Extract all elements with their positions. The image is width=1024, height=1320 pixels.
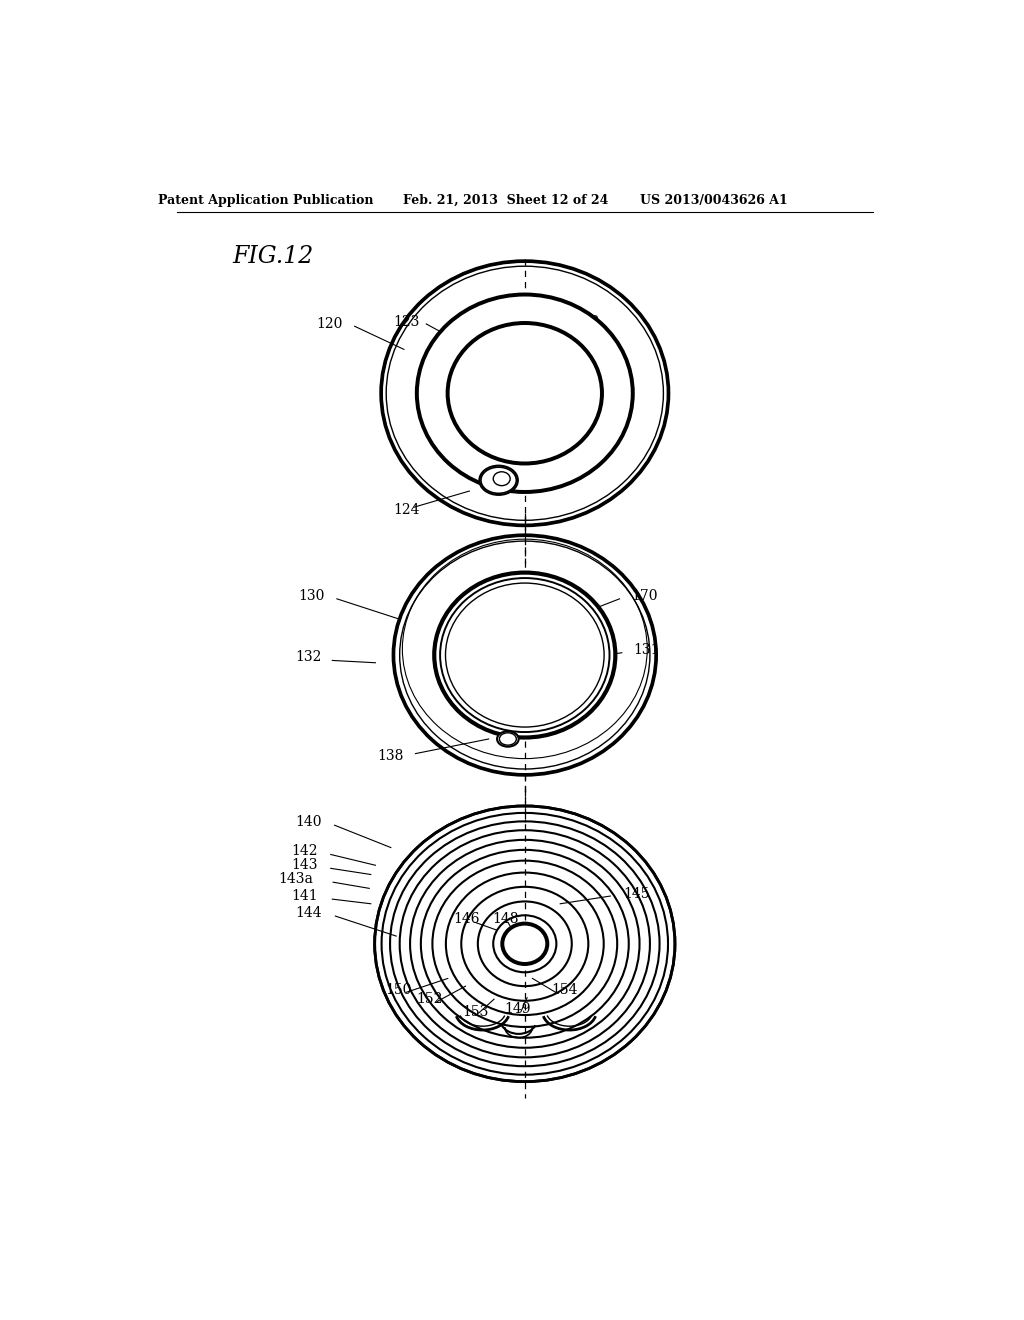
Text: 142: 142 bbox=[291, 845, 317, 858]
Ellipse shape bbox=[393, 535, 656, 775]
Text: 140: 140 bbox=[295, 816, 322, 829]
Text: 121: 121 bbox=[480, 401, 507, 416]
Ellipse shape bbox=[375, 807, 675, 1081]
Text: 144: 144 bbox=[295, 906, 322, 920]
Text: 153: 153 bbox=[462, 1005, 488, 1019]
Text: 145: 145 bbox=[624, 887, 650, 900]
Text: Patent Application Publication: Patent Application Publication bbox=[158, 194, 373, 207]
Text: 120: 120 bbox=[316, 317, 342, 331]
Text: 150: 150 bbox=[385, 983, 412, 997]
Text: 141: 141 bbox=[291, 890, 317, 903]
Ellipse shape bbox=[497, 731, 518, 747]
Text: US 2013/0043626 A1: US 2013/0043626 A1 bbox=[640, 194, 788, 207]
Text: FIG.12: FIG.12 bbox=[232, 246, 313, 268]
Text: 130: 130 bbox=[298, 589, 325, 603]
Text: 149: 149 bbox=[505, 1002, 531, 1016]
Ellipse shape bbox=[416, 294, 634, 492]
Text: 152: 152 bbox=[416, 993, 442, 1006]
Text: 143a: 143a bbox=[279, 873, 313, 886]
Ellipse shape bbox=[381, 261, 669, 525]
Text: 170: 170 bbox=[631, 589, 657, 603]
Ellipse shape bbox=[447, 322, 602, 465]
Text: 138: 138 bbox=[378, 748, 403, 763]
Text: 132: 132 bbox=[295, 651, 322, 664]
Ellipse shape bbox=[502, 923, 548, 965]
Text: 122: 122 bbox=[573, 315, 600, 330]
Text: 123: 123 bbox=[393, 314, 419, 329]
Text: 146: 146 bbox=[454, 912, 480, 927]
Text: 143: 143 bbox=[291, 858, 317, 873]
Ellipse shape bbox=[433, 572, 616, 738]
Text: 131: 131 bbox=[634, 643, 659, 656]
Ellipse shape bbox=[479, 466, 518, 495]
Text: Feb. 21, 2013  Sheet 12 of 24: Feb. 21, 2013 Sheet 12 of 24 bbox=[402, 194, 608, 207]
Text: 124: 124 bbox=[393, 503, 420, 517]
Text: 154: 154 bbox=[551, 983, 578, 997]
Text: 148: 148 bbox=[493, 912, 519, 927]
